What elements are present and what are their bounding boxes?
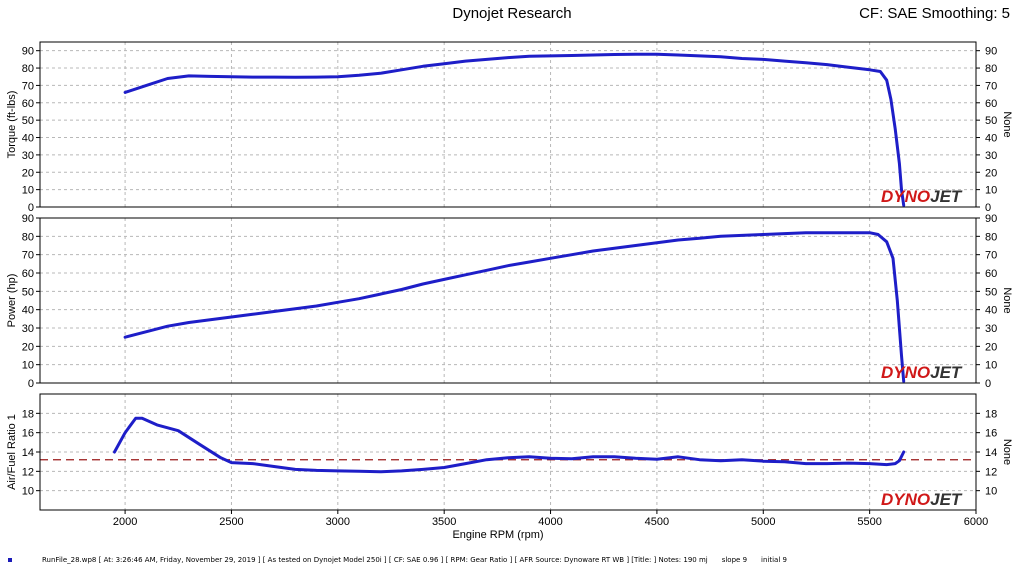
x-tick-label: 3500 <box>432 516 456 528</box>
y-tick-label-right: 14 <box>985 447 997 459</box>
x-tick-label: 2500 <box>219 516 243 528</box>
y-tick-label-left: 10 <box>22 486 34 498</box>
y-tick-label-left: 90 <box>22 213 34 225</box>
dynojet-logo-red: DYNO <box>881 490 930 509</box>
y-tick-label-left: 30 <box>22 150 34 162</box>
plot-frame <box>39 41 977 208</box>
y-tick-label-left: 10 <box>22 185 34 197</box>
y-tick-label-left: 10 <box>22 360 34 372</box>
dynojet-logo-red: DYNO <box>881 187 930 206</box>
dynojet-logo: DYNOJET <box>881 187 963 206</box>
y-tick-label-right: 90 <box>985 46 997 58</box>
y-tick-label-left: 12 <box>22 466 34 478</box>
y-tick-label-right: 80 <box>985 231 997 243</box>
y-tick-label-left: 30 <box>22 323 34 335</box>
y-tick-label-left: 20 <box>22 167 34 179</box>
y-tick-label-right: 0 <box>985 202 991 214</box>
y-tick-label-left: 40 <box>22 305 34 317</box>
y-tick-label-right: 30 <box>985 150 997 162</box>
dynojet-logo: DYNOJET <box>881 490 963 509</box>
y-tick-label-left: 0 <box>28 202 34 214</box>
y-tick-label-left: 16 <box>22 428 34 440</box>
y-tick-label-left: 0 <box>28 378 34 390</box>
run-info-text: RunFile_28.wp8 [ At: 3:26:46 AM, Friday,… <box>42 556 708 564</box>
y-tick-label-left: 80 <box>22 231 34 243</box>
y-tick-label-right: 10 <box>985 185 997 197</box>
x-tick-label: 5500 <box>857 516 881 528</box>
y-axis-label-left: Torque (ft-lbs) <box>6 91 18 159</box>
y-tick-label-left: 50 <box>22 286 34 298</box>
dynojet-logo-dark: JET <box>930 187 963 206</box>
chart-panel-2: 0 0 10 10 20 20 30 30 40 40 50 50 60 60 70 70 80 80 90 90 Po… <box>6 213 1013 390</box>
y-axis-label-left: Air/Fuel Ratio 1 <box>6 414 18 490</box>
chart-panel-3: 10 10 12 12 14 14 16 16 18 18 Air/Fuel Ratio 1 None… <box>6 393 1013 541</box>
correction-smoothing-label: CF: SAE Smoothing: 5 <box>859 5 1010 22</box>
y-tick-label-left: 70 <box>22 80 34 92</box>
y-tick-label-right: 30 <box>985 323 997 335</box>
dynojet-logo-dark: JET <box>930 490 963 509</box>
y-tick-label-right: 20 <box>985 167 997 179</box>
y-tick-label-right: 20 <box>985 341 997 353</box>
x-tick-label: 5000 <box>751 516 775 528</box>
y-tick-label-right: 60 <box>985 98 997 110</box>
y-tick-label-right: 50 <box>985 286 997 298</box>
y-tick-label-right: 12 <box>985 466 997 478</box>
y-tick-label-left: 80 <box>22 63 34 75</box>
y-tick-label-right: 70 <box>985 80 997 92</box>
x-axis-label: Engine RPM (rpm) <box>452 529 543 541</box>
y-axis-label-right: None <box>1001 111 1013 137</box>
y-axis-label-right: None <box>1001 439 1013 465</box>
x-tick-label: 4000 <box>538 516 562 528</box>
y-tick-label-left: 20 <box>22 341 34 353</box>
y-tick-label-left: 60 <box>22 268 34 280</box>
y-tick-label-left: 14 <box>22 447 34 459</box>
y-tick-label-right: 90 <box>985 213 997 225</box>
y-tick-label-right: 70 <box>985 250 997 262</box>
plot-area <box>40 42 976 207</box>
x-tick-label: 3000 <box>326 516 350 528</box>
y-tick-label-right: 16 <box>985 428 997 440</box>
dynojet-logo: DYNOJET <box>881 363 963 382</box>
plot-frame <box>39 393 977 511</box>
y-tick-label-right: 50 <box>985 115 997 127</box>
plot-area <box>40 218 976 383</box>
y-tick-label-right: 10 <box>985 360 997 372</box>
y-tick-label-right: 40 <box>985 305 997 317</box>
slope-text: slope 9 <box>721 556 748 564</box>
y-tick-label-right: 60 <box>985 268 997 280</box>
y-tick-label-right: 0 <box>985 378 991 390</box>
legend-marker-icon <box>8 558 12 562</box>
y-tick-label-left: 70 <box>22 250 34 262</box>
chart-panel-1: 0 0 10 10 20 20 30 30 40 40 50 50 60 60 70 70 80 80 90 90 To… <box>6 41 1013 214</box>
chart-title: Dynojet Research <box>452 5 572 22</box>
y-tick-label-right: 40 <box>985 133 997 145</box>
initial-text: initial 9 <box>761 556 787 564</box>
y-tick-label-right: 10 <box>985 486 997 498</box>
plot-frame <box>39 217 977 384</box>
x-tick-label: 4500 <box>645 516 669 528</box>
y-tick-label-left: 90 <box>22 46 34 58</box>
series-line-1 <box>113 416 906 474</box>
y-tick-label-right: 80 <box>985 63 997 75</box>
run-info-footer: RunFile_28.wp8 [ At: 3:26:46 AM, Friday,… <box>8 556 801 564</box>
dynojet-logo-red: DYNO <box>881 363 930 382</box>
series-line-1 <box>123 231 906 383</box>
y-tick-label-left: 50 <box>22 115 34 127</box>
y-tick-label-left: 60 <box>22 98 34 110</box>
x-tick-label: 6000 <box>964 516 988 528</box>
y-axis-label-right: None <box>1001 287 1013 313</box>
y-tick-label-left: 18 <box>22 408 34 420</box>
series-line-1 <box>123 52 906 207</box>
y-tick-label-left: 40 <box>22 133 34 145</box>
y-tick-label-right: 18 <box>985 408 997 420</box>
y-axis-label-left: Power (hp) <box>6 274 18 328</box>
dynojet-logo-dark: JET <box>930 363 963 382</box>
x-tick-label: 2000 <box>113 516 137 528</box>
